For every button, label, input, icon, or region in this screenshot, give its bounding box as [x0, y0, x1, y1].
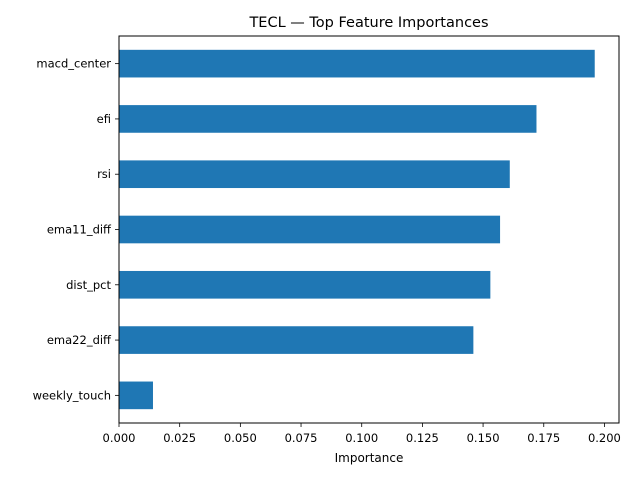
plot-frame — [118, 35, 620, 424]
x-tick-label: 0.150 — [467, 431, 500, 445]
y-tick-label: weekly_touch — [33, 388, 111, 402]
bar-dist_pct — [119, 270, 491, 299]
x-tick-label: 0.200 — [588, 431, 621, 445]
y-tick-label: ema22_diff — [47, 333, 112, 347]
chart-title: TECL — Top Feature Importances — [248, 15, 488, 31]
bar-macd_center — [119, 49, 595, 78]
bar-ema22_diff — [119, 326, 474, 354]
x-tick-label: 0.125 — [406, 431, 439, 445]
bar-rsi — [119, 160, 510, 189]
x-tick-label: 0.175 — [527, 431, 560, 445]
y-tick-label: macd_center — [36, 57, 111, 71]
bar-weekly_touch — [119, 381, 153, 410]
x-tick-label: 0.075 — [285, 431, 318, 445]
bar-ema11_diff — [119, 215, 501, 244]
bar-efi — [119, 105, 537, 133]
y-tick-label: dist_pct — [66, 278, 111, 292]
y-tick-label: ema11_diff — [47, 223, 112, 237]
x-tick-label: 0.000 — [103, 431, 136, 445]
bars-layer — [119, 49, 595, 410]
x-tick-label: 0.050 — [224, 431, 257, 445]
y-tick-label: efi — [97, 112, 111, 126]
x-axis-ticks: 0.000 0.025 0.050 0.075 0.100 0.125 0.150 0.175… — [103, 423, 621, 445]
y-tick-label: rsi — [97, 167, 111, 181]
x-axis-label: Importance — [335, 451, 404, 465]
x-tick-label: 0.100 — [345, 431, 378, 445]
x-tick-label: 0.025 — [163, 431, 196, 445]
